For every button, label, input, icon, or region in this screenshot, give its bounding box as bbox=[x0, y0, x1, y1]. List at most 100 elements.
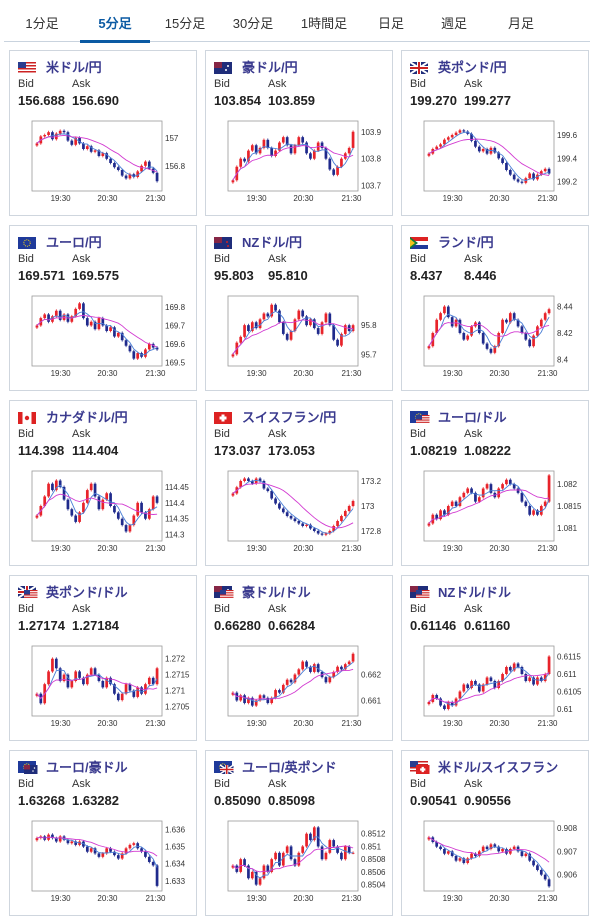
rate-card[interactable]: カナダドル/円 Bid Ask 114.398 114.404 19:30 20:30 21:… bbox=[9, 400, 197, 566]
x-tick-label: 19:30 bbox=[443, 194, 464, 203]
candle-body bbox=[43, 314, 47, 319]
candle-body bbox=[266, 139, 270, 148]
candle-body bbox=[351, 852, 355, 854]
candle-body bbox=[332, 840, 336, 847]
mini-candlestick-chart[interactable]: 19:30 20:30 21:30 8.44 8.42 8.4 bbox=[410, 292, 586, 382]
pair-name-link[interactable]: 豪ドル/ドル bbox=[242, 585, 311, 600]
rate-card[interactable]: NZドル/ドル Bid Ask 0.61146 0.61160 19:30 20:30 21:… bbox=[401, 575, 589, 741]
pair-name-link[interactable]: ユーロ/円 bbox=[46, 235, 102, 250]
tab-30min[interactable]: 30分足 bbox=[232, 16, 274, 31]
candle-body bbox=[293, 319, 297, 331]
rate-card[interactable]: ランド/円 Bid Ask 8.437 8.446 19:30 20:30 21:30 8.44… bbox=[401, 225, 589, 391]
mini-candlestick-chart[interactable]: 19:30 20:30 21:30 157 156.8 bbox=[18, 117, 194, 207]
mini-candlestick-chart[interactable]: 19:30 20:30 21:30 0.8512 0.851 0.8508 0.8506 0.… bbox=[214, 817, 390, 907]
bid-label: Bid bbox=[18, 778, 34, 790]
candle-body bbox=[116, 332, 120, 337]
pair-name-link[interactable]: ユーロ/豪ドル bbox=[46, 760, 128, 775]
pair-name-link[interactable]: スイスフラン/円 bbox=[242, 410, 337, 425]
tab-weekly[interactable]: 週足 bbox=[440, 16, 467, 31]
candle-body bbox=[155, 865, 159, 886]
mini-candlestick-chart[interactable]: 19:30 20:30 21:30 1.272 1.2715 1.271 1.2705 bbox=[18, 642, 194, 732]
mini-candlestick-chart[interactable]: 19:30 20:30 21:30 1.082 1.0815 1.081 bbox=[410, 467, 586, 557]
rate-card[interactable]: ユーロ/ドル Bid Ask 1.08219 1.08222 19:30 20:30 21:3… bbox=[401, 400, 589, 566]
pair-name-link[interactable]: 米ドル/スイスフラン bbox=[438, 760, 559, 775]
mini-candlestick-chart[interactable]: 19:30 20:30 21:30 103.9 103.8 103.7 bbox=[214, 117, 390, 207]
candle-body bbox=[466, 131, 470, 134]
mini-candlestick-chart[interactable]: 19:30 20:30 21:30 0.662 0.661 bbox=[214, 642, 390, 732]
mini-candlestick-chart[interactable]: 19:30 20:30 21:30 173.2 173 172.8 bbox=[214, 467, 390, 557]
pair-name-link[interactable]: ランド/円 bbox=[438, 235, 494, 250]
tab-daily[interactable]: 日足 bbox=[377, 16, 404, 31]
rate-card[interactable]: 米ドル/円 Bid Ask 156.688 156.690 19:30 20:30 21:30… bbox=[9, 50, 197, 216]
candle-body bbox=[443, 510, 446, 515]
tab-5min[interactable]: 5分足 bbox=[80, 6, 150, 43]
x-tick-label: 21:30 bbox=[537, 369, 558, 378]
y-tick-label: 169.7 bbox=[165, 321, 186, 330]
mini-candlestick-chart[interactable]: 19:30 20:30 21:30 169.8 169.7 169.6 169.5 bbox=[18, 292, 194, 382]
pair-name-link[interactable]: 英ポンド/ドル bbox=[46, 585, 128, 600]
tab-1hour[interactable]: 1時間足 bbox=[300, 16, 348, 31]
mini-candlestick-chart[interactable]: 19:30 20:30 21:30 0.6115 0.611 0.6105 0.61 bbox=[410, 642, 586, 732]
y-tick-label: 95.8 bbox=[361, 321, 377, 330]
x-tick-label: 20:30 bbox=[97, 544, 118, 553]
ask-label: Ask bbox=[72, 603, 91, 615]
rate-card[interactable]: 英ポンド/ドル Bid Ask 1.27174 1.27184 19:30 20:30 21:… bbox=[9, 575, 197, 741]
ma-long-line bbox=[232, 845, 354, 873]
candle-body bbox=[543, 313, 547, 320]
candle-body bbox=[512, 846, 516, 849]
candle-body bbox=[497, 681, 501, 688]
pair-name-link[interactable]: 豪ドル/円 bbox=[242, 60, 298, 75]
pair-name-link[interactable]: 米ドル/円 bbox=[46, 60, 102, 75]
mini-candlestick-chart[interactable]: 19:30 20:30 21:30 199.6 199.4 199.2 bbox=[410, 117, 586, 207]
rate-card[interactable]: 豪ドル/ドル Bid Ask 0.66280 0.66284 19:30 20:30 21:3… bbox=[205, 575, 393, 741]
mini-candlestick-chart[interactable]: 19:30 20:30 21:30 114.45 114.4 114.35 114.3 bbox=[18, 467, 194, 557]
tab-1min[interactable]: 1分足 bbox=[25, 16, 59, 31]
tab-15min[interactable]: 15分足 bbox=[164, 16, 206, 31]
ma-long-line bbox=[428, 489, 550, 524]
pair-name-link[interactable]: NZドル/ドル bbox=[438, 585, 511, 600]
rate-card[interactable]: ユーロ/円 Bid Ask 169.571 169.575 19:30 20:30 21:30… bbox=[9, 225, 197, 391]
candle-body bbox=[497, 488, 501, 498]
candle-body bbox=[281, 852, 285, 866]
candle-body bbox=[343, 511, 347, 516]
ma-short-line bbox=[428, 313, 550, 349]
candle-body bbox=[435, 146, 439, 149]
pair-name-link[interactable]: ユーロ/英ポンド bbox=[242, 760, 337, 775]
mini-candlestick-chart[interactable]: 19:30 20:30 21:30 1.636 1.635 1.634 1.633 bbox=[18, 817, 194, 907]
bid-value: 1.08219 bbox=[410, 443, 457, 458]
candle-body bbox=[450, 135, 454, 138]
rate-card[interactable]: 豪ドル/円 Bid Ask 103.854 103.859 19:30 20:30 21:30… bbox=[205, 50, 393, 216]
candle-body bbox=[289, 846, 293, 860]
candle-body bbox=[446, 506, 450, 515]
rate-card[interactable]: 英ポンド/円 Bid Ask 199.270 199.277 19:30 20:30 21:3… bbox=[401, 50, 589, 216]
pair-name-link[interactable]: NZドル/円 bbox=[242, 235, 302, 250]
ask-label: Ask bbox=[464, 778, 483, 790]
x-tick-label: 20:30 bbox=[489, 719, 510, 728]
tab-monthly[interactable]: 月足 bbox=[507, 16, 534, 31]
mini-candlestick-chart[interactable]: 19:30 20:30 21:30 95.8 95.7 bbox=[214, 292, 390, 382]
candle-body bbox=[305, 524, 308, 526]
y-tick-label: 156.8 bbox=[165, 162, 186, 171]
candle-body bbox=[458, 858, 462, 861]
rate-card[interactable]: NZドル/円 Bid Ask 95.803 95.810 19:30 20:30 21:30 9… bbox=[205, 225, 393, 391]
candle-body bbox=[274, 690, 277, 698]
pair-name-link[interactable]: ユーロ/ドル bbox=[438, 410, 507, 425]
ma-long-line bbox=[232, 319, 354, 355]
candle-body bbox=[155, 172, 159, 182]
rate-card[interactable]: スイスフラン/円 Bid Ask 173.037 173.053 19:30 20:30 21… bbox=[205, 400, 393, 566]
candle-body bbox=[320, 533, 324, 535]
candle-body bbox=[262, 139, 266, 148]
candle-body bbox=[262, 313, 266, 320]
candle-body bbox=[516, 663, 520, 667]
pair-name-link[interactable]: カナダドル/円 bbox=[46, 410, 128, 425]
candle-body bbox=[231, 180, 235, 183]
x-tick-label: 20:30 bbox=[293, 369, 314, 378]
mini-candlestick-chart[interactable]: 19:30 20:30 21:30 0.908 0.907 0.906 bbox=[410, 817, 586, 907]
rate-card[interactable]: ユーロ/豪ドル Bid Ask 1.63268 1.63282 19:30 20:30 21:… bbox=[9, 750, 197, 916]
pair-name-link[interactable]: 英ポンド/円 bbox=[438, 60, 507, 75]
candle-body bbox=[305, 316, 308, 326]
candle-body bbox=[481, 332, 485, 344]
rate-card[interactable]: 米ドル/スイスフラン Bid Ask 0.90541 0.90556 19:30 20:30… bbox=[401, 750, 589, 916]
rate-card[interactable]: ユーロ/英ポンド Bid Ask 0.85090 0.85098 19:30 20:30 21… bbox=[205, 750, 393, 916]
ma-long-line bbox=[232, 145, 354, 181]
